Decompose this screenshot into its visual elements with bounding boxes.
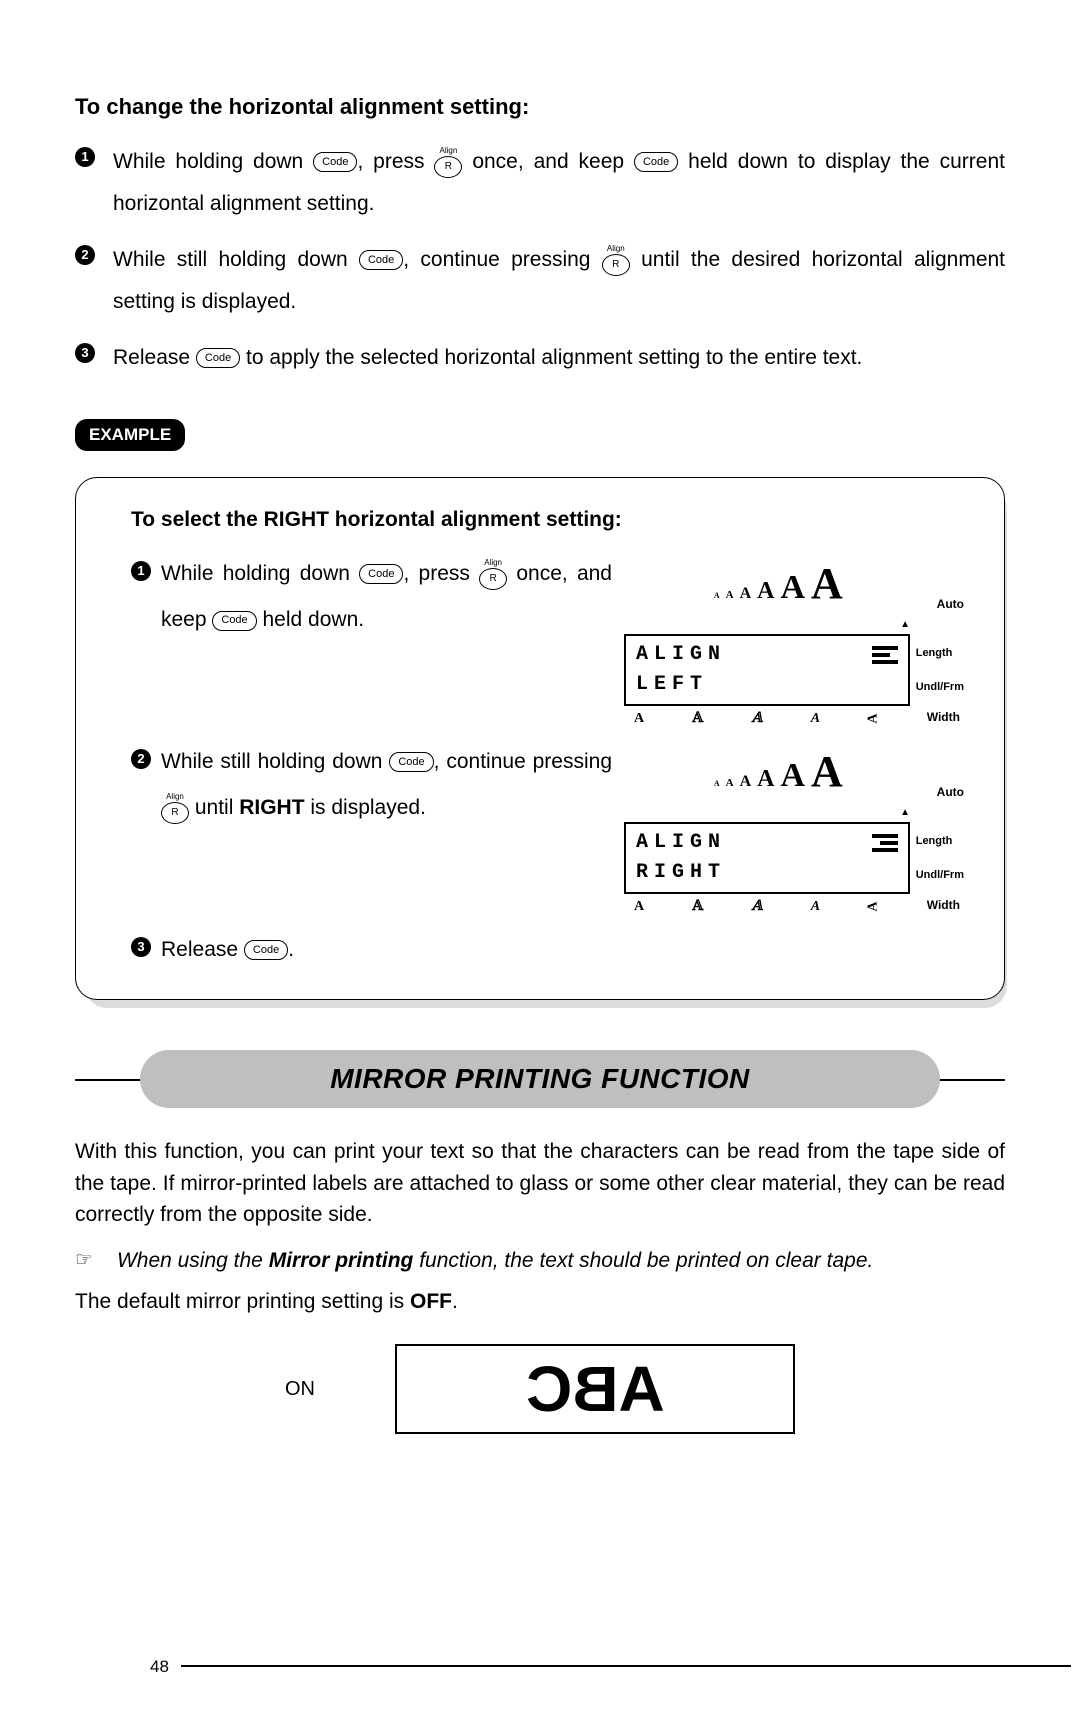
code-key: Code [313,152,357,172]
page-footer: 48 [75,1654,1005,1684]
code-key: Code [389,752,433,772]
code-key: Code [212,611,256,631]
step-number: 1 [131,561,151,581]
code-key: Code [359,564,403,584]
r-align-key: AlignR [161,793,189,824]
code-key: Code [634,152,678,172]
step-number: 1 [75,147,95,167]
example-row-2: 2 While still holding down Code, continu… [131,739,964,917]
note-row: ☞ When using the Mirror printing functio… [75,1245,1005,1277]
lcd-display-1: AA AA AA Auto ▲ ALIGN LEFT LengthUndl/Fr… [624,551,964,729]
example-box: To select the RIGHT horizontal alignment… [75,477,1005,1001]
step-number: 3 [75,343,95,363]
step-text: Release Code to apply the selected horiz… [113,337,1005,379]
r-align-key: AlignR [479,559,507,590]
default-setting-text: The default mirror printing setting is O… [75,1286,1005,1318]
code-key: Code [196,348,240,368]
example-row-1: 1 While holding down Code, press AlignR … [131,551,964,729]
footer-rule [181,1665,1071,1667]
r-align-key: AlignR [602,245,630,276]
banner-title: MIRROR PRINTING FUNCTION [140,1050,940,1108]
example-step-2: 2 While still holding down Code, continu… [131,739,612,831]
r-align-key: AlignR [434,147,462,178]
step-number: 2 [75,245,95,265]
example-row-3: 3 Release Code. [131,927,964,973]
code-key: Code [244,940,288,960]
example-heading: To select the RIGHT horizontal alignment… [131,504,964,536]
step-3: 3 Release Code to apply the selected hor… [75,337,1005,379]
mirror-on-label: ON [285,1374,315,1404]
pointer-icon: ☞ [75,1245,93,1277]
code-key: Code [359,250,403,270]
step-text: While holding down Code, press AlignR on… [113,141,1005,225]
mirror-example: ON ABC [75,1344,1005,1434]
step-number: 2 [131,749,151,769]
section1-steps: 1 While holding down Code, press AlignR … [75,141,1005,379]
step-2: 2 While still holding down Code, continu… [75,239,1005,323]
example-label: EXAMPLE [75,419,185,451]
note-text: When using the Mirror printing function,… [117,1245,873,1277]
mirror-description: With this function, you can print your t… [75,1136,1005,1231]
mirror-box: ABC [395,1344,795,1434]
page-number: 48 [150,1654,169,1680]
lcd-display-2: AA AA AA Auto ▲ ALIGN RIGHT LengthUndl/F… [624,739,964,917]
step-1: 1 While holding down Code, press AlignR … [75,141,1005,225]
section-banner: MIRROR PRINTING FUNCTION [75,1050,1005,1108]
step-text: While still holding down Code, continue … [113,239,1005,323]
step-number: 3 [131,937,151,957]
example-step-1: 1 While holding down Code, press AlignR … [131,551,612,643]
section1-heading: To change the horizontal alignment setti… [75,90,1005,123]
example-step-3: 3 Release Code. [131,927,612,973]
